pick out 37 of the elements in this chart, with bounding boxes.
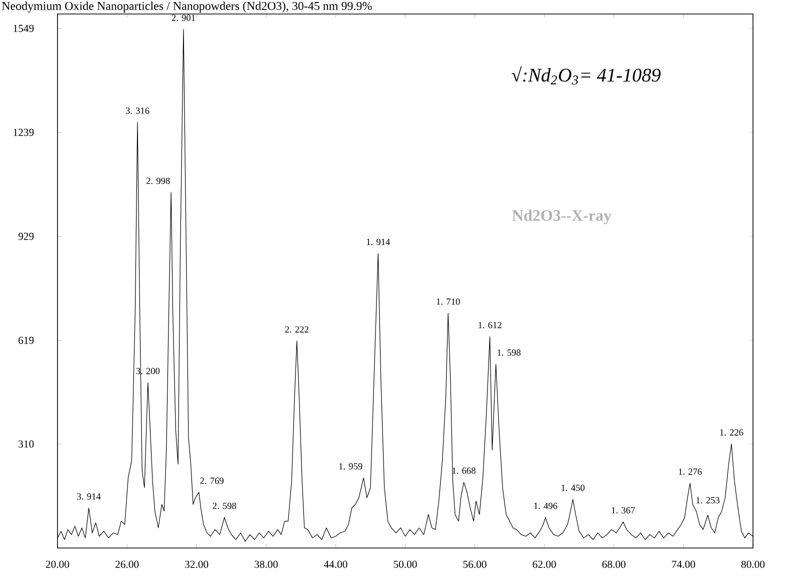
- annotation: 1. 612: [478, 322, 502, 328]
- chart-title: Neodymium Oxide Nanoparticles / Nanopowders (Nd2O3), 30-45 nm 99.9%: [2, 2, 372, 13]
- y-tick-label: 1549: [14, 24, 34, 32]
- y-tick-label: 619: [18, 336, 34, 344]
- annotation: 2. 222: [285, 326, 308, 333]
- annotation: 1. 598: [498, 349, 521, 356]
- annotation: 1. 496: [534, 502, 558, 510]
- x-tick-label: 68.00: [602, 560, 626, 568]
- x-tick-label: 44.00: [324, 560, 348, 568]
- x-tick-label: 20.00: [46, 560, 70, 568]
- y-tick-label: 310: [18, 440, 34, 448]
- x-tick-label: 38.00: [254, 560, 278, 568]
- annotation: 2. 598: [212, 502, 236, 510]
- x-tick-label: 26.00: [116, 560, 139, 568]
- x-tick-label: 62.00: [532, 560, 556, 568]
- annotation: √:Nd$_{2}$O$_{3}$= 41-1089: [512, 66, 661, 84]
- x-tick-label: 80.00: [741, 560, 765, 568]
- x-tick-label: 56.00: [463, 560, 486, 568]
- annotation: 1. 450: [562, 484, 585, 491]
- y-tick-label: 929: [18, 232, 34, 240]
- annotation: 1. 253: [696, 497, 720, 504]
- annotation: 3. 316: [126, 108, 150, 114]
- annotation: 2. 769: [200, 478, 224, 484]
- y-tick-label: 1239: [14, 128, 34, 136]
- annotation: Nd2O3--X-ray: [512, 210, 612, 224]
- annotation: 1. 367: [612, 507, 635, 514]
- annotation: 1. 276: [678, 468, 702, 475]
- x-tick-label: 50.00: [394, 560, 417, 568]
- annotation: 3. 914: [77, 493, 101, 500]
- annotation: 1. 914: [366, 238, 390, 246]
- x-tick-label: 32.00: [185, 560, 208, 568]
- annotation: 1. 226: [720, 429, 744, 436]
- annotation: 2. 998: [146, 178, 170, 184]
- x-tick-label: 74.00: [672, 560, 696, 568]
- annotation: 1. 959: [339, 463, 362, 470]
- annotation: 2. 901: [172, 14, 195, 22]
- annotation: 1. 710: [436, 298, 460, 305]
